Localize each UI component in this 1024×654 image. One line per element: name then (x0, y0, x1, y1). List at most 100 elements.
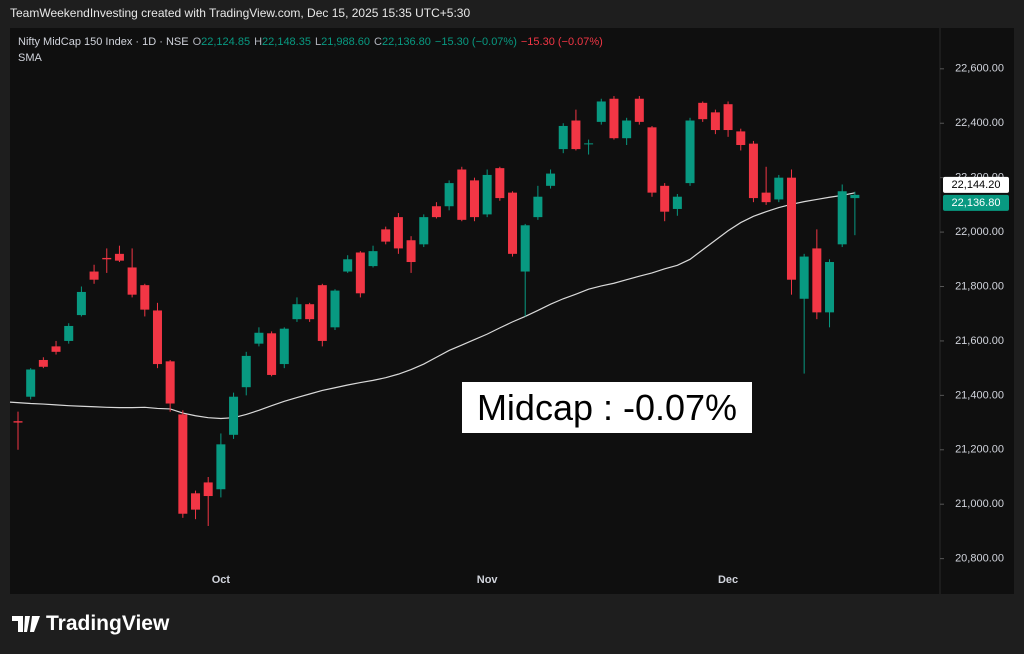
candle-body (178, 414, 188, 514)
candle-body (444, 183, 454, 207)
candle-body (672, 196, 682, 209)
symbol-header: Nifty MidCap 150 Index · 1D · NSE O22,124… (18, 36, 603, 48)
x-tick-label: Dec (718, 574, 738, 586)
candle-body (152, 310, 162, 365)
ohlc-value: 21,988.60 (321, 36, 371, 48)
candle-body (622, 120, 632, 139)
ohlc-key: C (374, 36, 382, 48)
candle-body (685, 120, 695, 184)
price-tag-label: 22,144.20 (952, 179, 1001, 191)
candle-body (596, 101, 606, 122)
price-tag (943, 194, 1009, 211)
candle-body (51, 346, 61, 352)
candle-body (330, 290, 340, 328)
candle-body (634, 98, 644, 122)
candle-body (13, 421, 23, 423)
y-tick-label: 21,600.00 (955, 335, 1004, 347)
ohlc-key: O (192, 36, 202, 48)
y-tick-label: 21,200.00 (955, 444, 1004, 456)
candle-body (216, 444, 226, 490)
candle-body (786, 177, 796, 280)
candle-body (546, 173, 556, 186)
candle-body (609, 98, 619, 139)
candle-body (419, 217, 429, 245)
candle-body (64, 325, 74, 341)
y-tick-label: 21,400.00 (955, 389, 1004, 401)
candle-body (850, 194, 860, 199)
candle-body (584, 143, 594, 145)
candle-body (660, 185, 670, 212)
candle-body (254, 332, 264, 344)
change: −15.30 (−0.07%) (520, 36, 603, 48)
y-tick-label: 22,400.00 (955, 117, 1004, 129)
candle-body (710, 112, 720, 131)
candle-body (38, 359, 48, 367)
candle-body (355, 252, 365, 294)
indicator-label: SMA (18, 52, 42, 64)
candle-body (381, 229, 391, 242)
candle-body (571, 120, 581, 150)
ohlc-value: 22,124.85 (201, 36, 251, 48)
annotation: Midcap : -0.07% (462, 382, 752, 433)
candle-body (165, 361, 175, 404)
x-tick-label: Oct (212, 574, 231, 586)
brand: TradingView (46, 612, 170, 635)
chart-panel (10, 28, 1014, 594)
candle-body (482, 174, 492, 215)
candle-body (343, 259, 353, 272)
candle-body (748, 143, 758, 199)
ohlc-item: C22,136.80 (374, 36, 431, 48)
symbol-title: Nifty MidCap 150 Index · 1D · NSE (18, 36, 189, 48)
candle-body (406, 240, 416, 263)
candle-body (812, 248, 822, 313)
ohlc-item: L21,988.60 (315, 36, 370, 48)
candle-body (698, 102, 708, 120)
sma-line (9, 192, 855, 420)
candle-body (774, 177, 784, 200)
candle-body (292, 304, 302, 320)
candle-body (761, 192, 771, 203)
candle-body (241, 355, 251, 388)
candle-body (508, 192, 518, 254)
ohlc-value: 22,136.80 (381, 36, 431, 48)
candle-body (305, 304, 315, 320)
candle-body (140, 285, 150, 310)
ohlc-key: L (314, 36, 322, 48)
candle-body (393, 217, 403, 249)
candle-body (457, 169, 467, 220)
caption: TeamWeekendInvesting created with Tradin… (10, 6, 471, 20)
candle-body (267, 333, 277, 375)
candle-body (114, 253, 124, 261)
brand-logo: TradingView (12, 612, 169, 636)
candle-body (469, 180, 479, 218)
candle-body (26, 369, 36, 397)
candle-body (229, 396, 239, 435)
ohlc-value: 22,148.35 (262, 36, 311, 48)
candle-body (279, 328, 289, 365)
candle-body (368, 251, 378, 267)
ohlc-item: O22,124.85 (193, 36, 251, 48)
y-tick-label: 21,800.00 (955, 280, 1004, 292)
candle-body (736, 131, 746, 146)
candle-body (799, 256, 809, 299)
candle-body (203, 482, 213, 497)
candle-body (76, 291, 86, 316)
y-tick-label: 22,600.00 (955, 63, 1004, 75)
candle-body (191, 493, 201, 510)
y-tick-label: 21,000.00 (955, 498, 1004, 510)
x-tick-label: Nov (477, 574, 499, 586)
y-tick-label: 20,800.00 (955, 553, 1004, 565)
change: −15.30 (−0.07%) (434, 36, 517, 48)
y-tick-label: 22,000.00 (955, 226, 1004, 238)
price-tag-label: 22,136.80 (952, 197, 1001, 209)
logo-icon (12, 616, 40, 632)
candle-body (723, 104, 733, 131)
candle-body (431, 206, 441, 218)
candle-body (647, 127, 657, 193)
ohlc-item: H22,148.35 (254, 36, 311, 48)
candle-body (558, 125, 568, 150)
candle-body (127, 267, 137, 295)
candle-body (837, 191, 847, 245)
